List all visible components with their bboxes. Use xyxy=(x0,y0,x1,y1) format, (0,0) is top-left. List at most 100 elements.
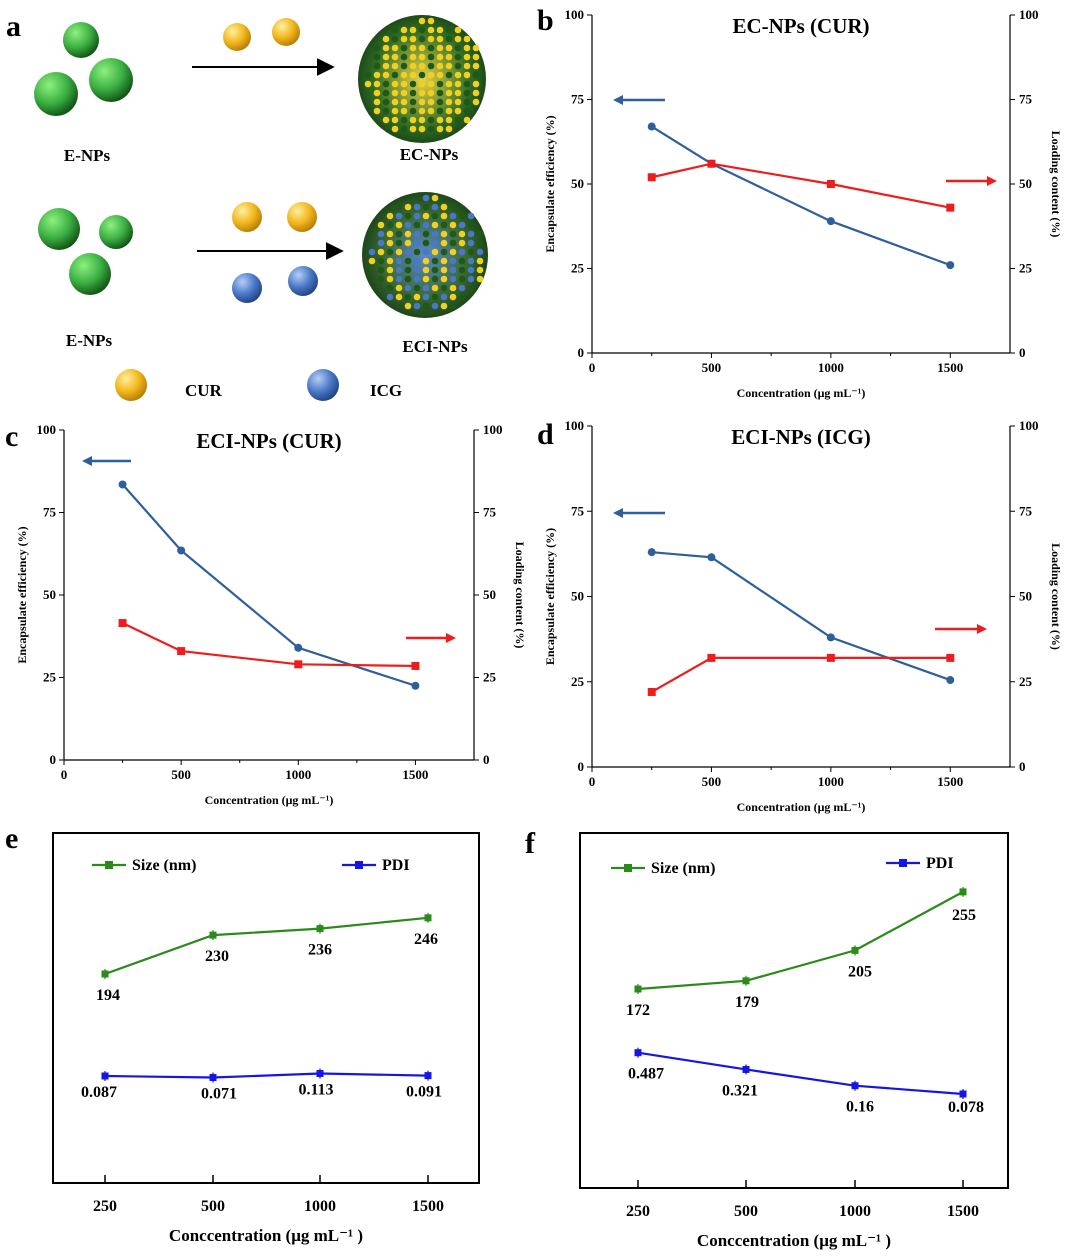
surface-dot xyxy=(405,267,412,274)
right-axis-arrowhead xyxy=(987,176,997,186)
surface-dot xyxy=(378,258,385,265)
surface-dot xyxy=(419,81,426,88)
surface-dot xyxy=(392,36,399,43)
surface-dot xyxy=(401,45,408,52)
data-point xyxy=(707,553,715,561)
surface-dot xyxy=(392,126,399,133)
data-point xyxy=(648,173,656,181)
surface-dot xyxy=(441,249,448,256)
surface-dot xyxy=(437,54,444,61)
data-label: 246 xyxy=(414,931,438,948)
surface-dot xyxy=(405,213,412,220)
y-tick-label-left: 75 xyxy=(43,505,57,520)
x-tick-label: 1000 xyxy=(839,1203,871,1220)
surface-dot xyxy=(423,240,430,247)
surface-dot xyxy=(455,72,462,79)
surface-dot xyxy=(455,108,462,115)
surface-dot xyxy=(383,108,390,115)
y-tick-label-left: 100 xyxy=(37,422,57,437)
surface-dot xyxy=(423,249,430,256)
surface-dot xyxy=(378,267,385,274)
surface-dot xyxy=(468,258,475,265)
data-point xyxy=(960,1091,967,1098)
x-axis-label: Concentration (μg mL⁻¹) xyxy=(737,386,866,400)
x-tick-label: 1000 xyxy=(818,360,844,375)
surface-dot xyxy=(450,285,457,292)
surface-dot xyxy=(441,267,448,274)
surface-dot xyxy=(369,249,376,256)
surface-dot xyxy=(459,240,466,247)
surface-dot xyxy=(428,18,435,25)
surface-dot xyxy=(441,213,448,220)
surface-dot xyxy=(392,108,399,115)
data-point xyxy=(119,619,127,627)
surface-dot xyxy=(468,276,475,283)
surface-dot xyxy=(437,90,444,97)
surface-dot xyxy=(455,117,462,124)
data-point xyxy=(827,217,835,225)
x-tick-label: 500 xyxy=(702,774,722,789)
x-tick-label: 500 xyxy=(734,1203,758,1220)
surface-dot xyxy=(432,303,439,310)
surface-dot xyxy=(441,303,448,310)
y-tick-label-left: 75 xyxy=(571,503,585,518)
data-label: 230 xyxy=(205,948,229,965)
surface-dot xyxy=(441,285,448,292)
surface-dot xyxy=(428,63,435,70)
data-label: 0.087 xyxy=(81,1084,117,1101)
y-tick-label-right: 25 xyxy=(1019,261,1033,276)
surface-dot xyxy=(473,99,480,106)
surface-dot xyxy=(419,36,426,43)
surface-dot xyxy=(396,204,403,211)
row2-left-label: E-NPs xyxy=(66,331,113,350)
surface-dot xyxy=(441,258,448,265)
data-point xyxy=(946,261,954,269)
surface-dot xyxy=(387,276,394,283)
surface-dot xyxy=(464,63,471,70)
y-tick-label-left: 25 xyxy=(571,674,585,689)
data-label: 179 xyxy=(735,994,759,1011)
data-label: 236 xyxy=(308,942,332,959)
y-axis-label-left: Encapsulate efficiency (%) xyxy=(543,115,557,252)
surface-dot xyxy=(414,204,421,211)
x-tick-label: 1000 xyxy=(304,1198,336,1215)
data-point xyxy=(102,971,109,978)
surface-dot xyxy=(378,276,385,283)
surface-dot xyxy=(419,54,426,61)
series-line xyxy=(652,552,951,680)
data-label: 0.113 xyxy=(298,1082,333,1099)
surface-dot xyxy=(473,72,480,79)
data-point xyxy=(707,654,715,662)
x-tick-label: 0 xyxy=(61,767,68,782)
surface-dot xyxy=(441,222,448,229)
data-label: 205 xyxy=(848,963,872,980)
surface-dot xyxy=(477,267,484,274)
surface-dot xyxy=(455,63,462,70)
surface-dot xyxy=(410,126,417,133)
surface-dot xyxy=(405,258,412,265)
surface-dot xyxy=(392,117,399,124)
surface-dot xyxy=(441,240,448,247)
surface-dot xyxy=(477,231,484,238)
surface-dot xyxy=(464,90,471,97)
data-label: 0.071 xyxy=(201,1086,237,1103)
surface-dot xyxy=(464,72,471,79)
data-point xyxy=(852,947,859,954)
data-point xyxy=(648,688,656,696)
panel-label: b xyxy=(537,4,554,37)
surface-dot xyxy=(383,117,390,124)
data-point xyxy=(177,546,185,554)
data-label: 0.321 xyxy=(722,1082,758,1099)
surface-dot xyxy=(423,204,430,211)
data-point xyxy=(960,888,967,895)
surface-dot xyxy=(441,294,448,301)
surface-dot xyxy=(410,27,417,34)
surface-dot xyxy=(401,27,408,34)
chart-panel-d: d ECI-NPs (ICG)0 500 1000 15000 025 2550 5075 75… xyxy=(537,418,1063,814)
surface-dot xyxy=(459,276,466,283)
surface-dot xyxy=(401,90,408,97)
data-point xyxy=(411,662,419,670)
surface-dot xyxy=(401,126,408,133)
surface-dot xyxy=(396,222,403,229)
surface-dot xyxy=(428,99,435,106)
